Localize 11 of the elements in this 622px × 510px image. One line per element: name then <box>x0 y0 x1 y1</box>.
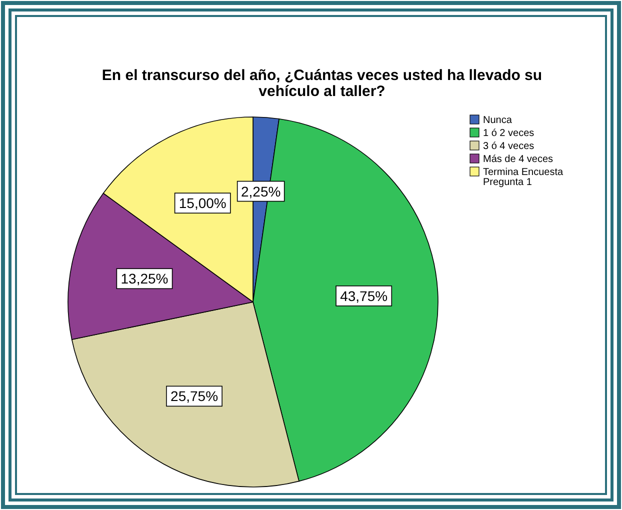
data-label: 2,25% <box>240 183 281 200</box>
legend-label: 3 ó 4 veces <box>483 141 534 152</box>
legend-label: 1 ó 2 veces <box>483 128 534 139</box>
data-label: 25,75% <box>170 388 218 404</box>
data-label: 43,75% <box>340 288 388 304</box>
chart-title: En el transcurso del año, ¿Cuántas veces usted ha llevado su vehículo al taller? <box>102 67 542 100</box>
data-label: 15,00% <box>178 195 226 212</box>
data-label: 13,25% <box>120 270 168 287</box>
legend-label: Más de 4 veces <box>483 154 554 165</box>
legend-label: Termina Encuesta Pregunta 1 <box>483 167 564 188</box>
legend-label: Nunca <box>483 115 512 126</box>
